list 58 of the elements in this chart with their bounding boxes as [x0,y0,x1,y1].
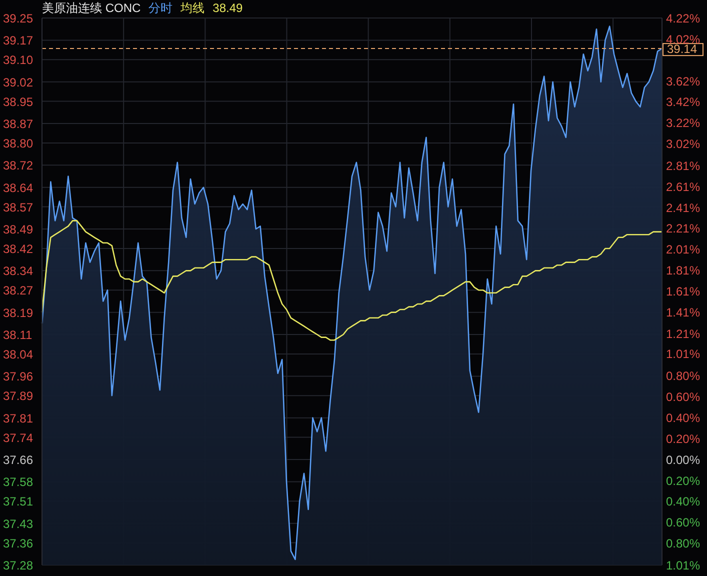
ref-line-label: 39.14 [667,42,698,56]
y2-tick-label: 1.41% [666,305,700,320]
text: 均线 [180,1,205,15]
y-tick-label: 39.17 [3,34,34,48]
y2-tick-label: 0.40% [666,411,700,426]
y2-tick-label: 3.42% [666,95,700,110]
y2-tick-label: 1.81% [666,264,700,278]
y-tick-label: 38.87 [3,117,34,132]
y2-tick-label: 0.60% [666,390,700,404]
y2-tick-label: 1.01% [666,347,700,362]
y2-tick-label: 0.60% [666,516,700,530]
y2-tick-label: 1.01% [666,558,700,572]
y-tick-label: 38.34 [3,264,34,278]
y-tick-label: 37.28 [3,558,34,572]
text: 分时 [148,1,173,15]
y2-tick-label: 0.40% [666,494,700,509]
y-tick-label: 38.72 [3,158,34,173]
chart-title: 美原油连续 CONC [42,1,141,15]
y-tick-label: 38.42 [3,242,34,256]
y-tick-label: 38.80 [3,136,34,150]
y-tick-label: 38.57 [3,200,34,214]
y2-tick-label: 3.02% [666,137,700,152]
y2-tick-label: 0.80% [666,536,700,551]
y2-tick-label: 2.01% [666,242,700,257]
y2-tick-label: 1.21% [666,326,700,341]
y2-tick-label: 3.62% [666,74,700,88]
y2-tick-label: 0.20% [666,432,700,446]
y-tick-label: 37.89 [3,389,34,404]
y-tick-label: 37.43 [3,516,34,531]
y-tick-label: 38.95 [3,94,34,109]
y-tick-label: 37.51 [3,494,34,509]
y-tick-label: 37.66 [3,452,34,467]
y2-tick-label: 3.22% [666,116,700,130]
line-series [41,220,663,341]
y-tick-label: 38.19 [3,306,34,320]
y2-tick-label: 0.20% [666,474,700,488]
y-tick-label: 39.25 [3,12,34,26]
y-tick-label: 37.58 [3,475,34,490]
text: 38.49 [212,1,244,15]
y2-tick-label: 4.22% [666,12,700,26]
y-tick-label: 37.74 [3,430,34,445]
y-tick-label: 38.64 [3,180,34,195]
y2-tick-label: 2.41% [666,200,700,215]
y-tick-label: 37.36 [3,536,34,550]
y-tick-label: 38.04 [3,347,34,362]
y-tick-label: 38.49 [3,222,34,237]
y-tick-label: 38.11 [3,328,32,342]
y2-tick-label: 2.21% [666,222,700,236]
y2-tick-label: 2.61% [666,180,700,194]
y-tick-label: 38.27 [3,284,34,298]
y-tick-label: 37.96 [3,370,34,384]
y2-tick-label: 0.80% [666,369,700,384]
y-tick-label: 39.02 [3,75,34,90]
y2-tick-label: 2.81% [666,158,700,173]
y2-tick-label: 0.00% [666,452,700,467]
y2-tick-label: 1.61% [666,284,700,298]
y-tick-label: 37.81 [3,411,34,426]
y-tick-label: 39.10 [3,53,34,68]
